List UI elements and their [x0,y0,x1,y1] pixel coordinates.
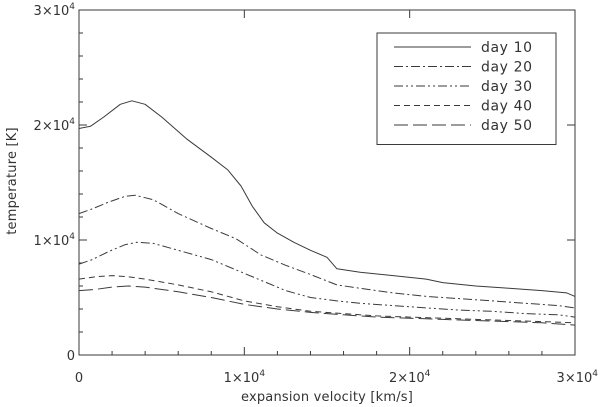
tick-layer: 0 1×104 2×104 3×104 0 1×104 2×104 3×104 [34,2,599,386]
series-line-day-40 [78,275,576,324]
legend-label: day 40 [481,99,533,115]
legend: day 10 day 20 day 30 day 40 day 50 [376,32,557,145]
y-tick-label: 1×104 [34,232,76,249]
y-tick-label: 0 [67,349,75,364]
x-tick-label: 1×104 [224,369,266,386]
legend-box [376,32,557,145]
x-tick-label: 0 [75,371,83,386]
plot-frame [78,9,576,356]
y-tick-label: 2×104 [34,117,76,134]
x-axis-label: expansion velocity [km/s] [241,390,413,405]
legend-label: day 50 [481,118,533,134]
series-line-day-30 [78,241,576,318]
series-line-day-20 [78,194,576,309]
y-axis-label: temperature [K] [5,127,20,235]
series-line-day-10 [78,100,576,297]
legend-label: day 10 [481,40,533,56]
y-tick-label: 3×104 [34,2,76,19]
legend-label: day 30 [481,79,533,95]
series-layer [78,100,576,326]
plot-border [78,9,576,356]
x-tick-label: 3×104 [557,369,599,386]
series-line-day-50 [78,285,576,326]
x-tick-label: 2×104 [389,369,431,386]
legend-label: day 20 [481,60,533,76]
